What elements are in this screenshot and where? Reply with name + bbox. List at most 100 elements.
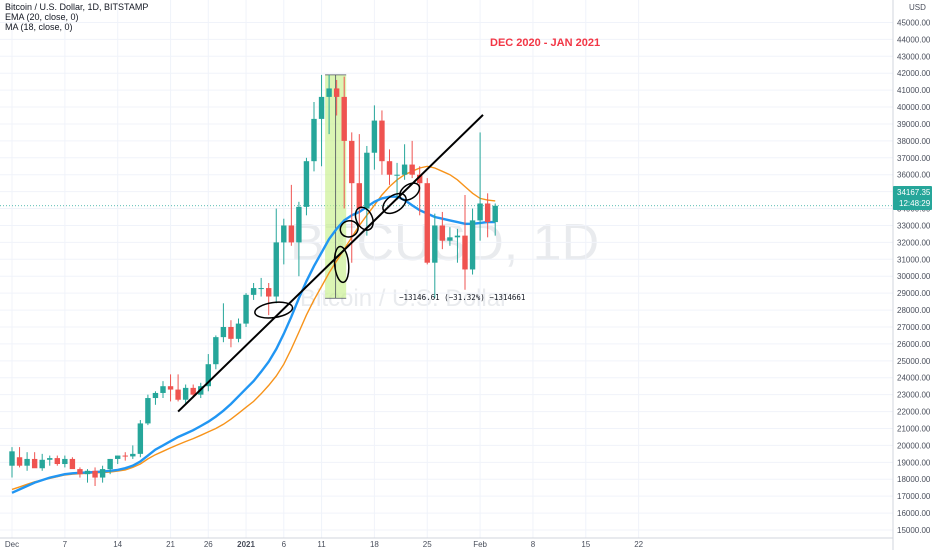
ellipse-annotation[interactable] bbox=[254, 300, 294, 320]
legend-symbol: Bitcoin / U.S. Dollar, 1D, BITSTAMP bbox=[5, 2, 148, 12]
ellipse-annotation[interactable] bbox=[379, 189, 409, 217]
candle[interactable] bbox=[454, 228, 461, 263]
candle[interactable] bbox=[424, 178, 430, 265]
candle[interactable] bbox=[371, 105, 378, 170]
candle[interactable] bbox=[39, 453, 45, 471]
x-tick-label: Dec bbox=[5, 540, 19, 549]
candle[interactable] bbox=[160, 381, 166, 399]
candle[interactable] bbox=[432, 213, 438, 299]
candle[interactable] bbox=[447, 227, 453, 246]
candle[interactable] bbox=[258, 277, 264, 297]
candle[interactable] bbox=[356, 134, 362, 226]
candle[interactable] bbox=[24, 452, 30, 471]
y-tick-label: 15000.00 bbox=[897, 526, 931, 535]
trendline[interactable] bbox=[177, 114, 484, 413]
trendline-group[interactable] bbox=[177, 114, 484, 413]
candle[interactable] bbox=[16, 447, 23, 468]
y-tick-label: 45000.00 bbox=[897, 18, 931, 27]
candle-body bbox=[31, 458, 38, 469]
candle[interactable] bbox=[167, 374, 174, 402]
candle[interactable] bbox=[54, 455, 60, 466]
candle[interactable] bbox=[469, 208, 476, 275]
candle-body bbox=[39, 459, 45, 469]
candle[interactable] bbox=[318, 74, 325, 167]
candle[interactable] bbox=[333, 79, 340, 116]
candle[interactable] bbox=[205, 354, 211, 392]
candle[interactable] bbox=[439, 211, 446, 250]
candle[interactable] bbox=[484, 193, 491, 238]
candle[interactable] bbox=[273, 208, 279, 304]
candle[interactable] bbox=[296, 201, 302, 277]
candle[interactable] bbox=[281, 218, 287, 265]
y-tick-label: 41000.00 bbox=[897, 86, 931, 95]
candle[interactable] bbox=[137, 420, 144, 458]
y-tick-label: 24000.00 bbox=[897, 374, 931, 383]
candle-body bbox=[24, 458, 30, 466]
candle[interactable] bbox=[99, 465, 106, 483]
candle[interactable] bbox=[84, 469, 91, 483]
candle-body bbox=[311, 118, 317, 162]
candle[interactable] bbox=[462, 195, 468, 290]
candle-body bbox=[349, 140, 355, 184]
candle[interactable] bbox=[288, 184, 295, 246]
candle-body bbox=[190, 387, 196, 395]
price-axis[interactable]: 15000.00 16000.00 17000.00 18000.00 19000.00… bbox=[892, 0, 931, 550]
candle-body bbox=[54, 458, 60, 465]
candle[interactable] bbox=[115, 455, 121, 465]
candle[interactable] bbox=[326, 74, 332, 135]
candle[interactable] bbox=[213, 335, 219, 370]
candle[interactable] bbox=[228, 320, 234, 348]
candle-body bbox=[432, 225, 438, 263]
candle[interactable] bbox=[130, 445, 136, 459]
candle[interactable] bbox=[77, 467, 83, 478]
candle-body bbox=[386, 161, 393, 175]
candle-body bbox=[273, 242, 279, 297]
candle[interactable] bbox=[235, 318, 242, 343]
candle[interactable] bbox=[341, 76, 347, 209]
candle-body bbox=[84, 470, 91, 475]
candle[interactable] bbox=[69, 457, 76, 470]
time-axis[interactable]: Dec 7 14 21 26 2021 6 11 18 25 Feb 8 15 22 bbox=[0, 537, 893, 549]
candle[interactable] bbox=[349, 132, 355, 263]
candle[interactable] bbox=[92, 467, 98, 487]
candle[interactable] bbox=[62, 455, 68, 468]
candle[interactable] bbox=[477, 132, 483, 241]
currency-label: USD bbox=[909, 3, 926, 12]
candle[interactable] bbox=[250, 282, 257, 300]
candle[interactable] bbox=[31, 452, 38, 469]
candle[interactable] bbox=[401, 144, 408, 180]
y-tick-label: 27000.00 bbox=[897, 323, 931, 332]
y-tick-label: 22000.00 bbox=[897, 408, 931, 417]
ellipse-annotation[interactable] bbox=[333, 245, 350, 284]
candle[interactable] bbox=[386, 149, 393, 185]
candle[interactable] bbox=[145, 394, 151, 426]
candle[interactable] bbox=[107, 458, 113, 475]
candle[interactable] bbox=[379, 110, 385, 175]
candle[interactable] bbox=[311, 101, 317, 172]
candle[interactable] bbox=[220, 303, 227, 343]
candle[interactable] bbox=[492, 203, 498, 236]
candle[interactable] bbox=[122, 452, 128, 461]
candle[interactable] bbox=[409, 140, 415, 179]
candle[interactable] bbox=[364, 145, 370, 236]
candle[interactable] bbox=[9, 447, 15, 478]
ellipse-annotation[interactable] bbox=[397, 180, 423, 204]
candle[interactable] bbox=[175, 374, 181, 402]
candle[interactable] bbox=[266, 282, 272, 316]
candle[interactable] bbox=[303, 157, 310, 216]
candle-body bbox=[296, 206, 302, 243]
candle[interactable] bbox=[182, 384, 189, 405]
y-tick-label: 37000.00 bbox=[897, 154, 931, 163]
ellipse-annotation[interactable] bbox=[338, 218, 360, 239]
candle-body bbox=[99, 469, 106, 478]
y-tick-label: 28000.00 bbox=[897, 306, 931, 315]
ellipse-annotations[interactable] bbox=[254, 180, 423, 321]
candle[interactable] bbox=[243, 293, 249, 327]
candle[interactable] bbox=[47, 455, 53, 466]
ellipse-annotation[interactable] bbox=[352, 204, 377, 233]
candle-body bbox=[356, 183, 362, 209]
candle[interactable] bbox=[152, 391, 159, 405]
x-tick-label: 11 bbox=[317, 540, 326, 549]
candle-body bbox=[152, 392, 159, 399]
